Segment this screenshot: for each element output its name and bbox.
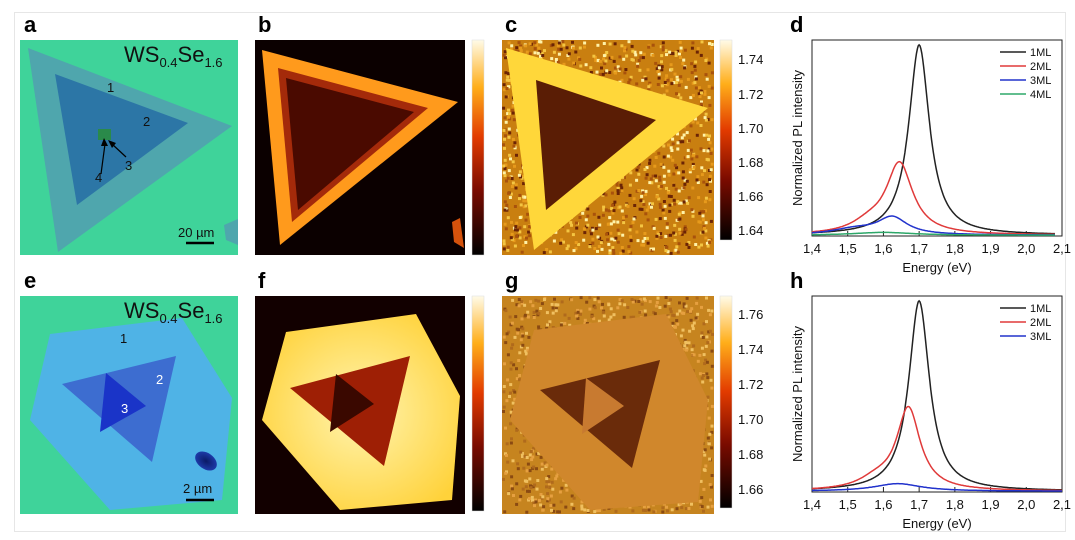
panel-a: 1 2 3 4 WS0.4Se1.6 20 µm a: [20, 12, 238, 255]
region-3-flake-e: [100, 373, 146, 432]
colorbar-f: [471, 295, 485, 512]
colorbar-tick-g-1: 1.76: [738, 307, 763, 322]
x-tick-label: 1,8: [946, 241, 964, 256]
x-tick-label: 1,4: [803, 241, 821, 256]
y-axis-label: Normalized PL intensity: [790, 325, 805, 462]
legend-label-3ML: 3ML: [1030, 75, 1051, 87]
formula-a: WS0.4Se1.6: [124, 42, 223, 70]
trilayer-f: [330, 374, 374, 432]
panel-label-e: e: [24, 268, 36, 293]
panel-f: f: [255, 268, 485, 514]
colorbar-tick-g-4: 1.70: [738, 412, 763, 427]
series-line-3ML: [812, 482, 1062, 492]
panel-label-a: a: [24, 12, 37, 37]
edge-fragment: [224, 219, 238, 245]
colorbar-b: [471, 39, 485, 256]
colorbar-tick-c-2: 1.72: [738, 87, 763, 102]
figure-frame: [14, 12, 1066, 532]
legend-label-1ML: 1ML: [1030, 47, 1051, 59]
region-label-e-1: 1: [120, 331, 127, 346]
x-tick-label: 1,6: [874, 241, 892, 256]
panel-label-d: d: [790, 12, 803, 37]
legend-label-2ML: 2ML: [1030, 317, 1051, 329]
panel-label-f: f: [258, 268, 266, 293]
x-tick-label: 1,7: [910, 241, 928, 256]
x-tick-label: 1,6: [874, 497, 892, 512]
x-tick-label: 1,4: [803, 497, 821, 512]
chart-d: 1,4 1,5 1,6 1,7 1,8 1,9 2,0 2,1 Energy (eV) Norma…: [790, 12, 1071, 275]
x-tick-label: 1,8: [946, 497, 964, 512]
colorbar-c: [719, 39, 733, 241]
x-tick-label: 1,7: [910, 497, 928, 512]
arrow-3-head: [108, 140, 116, 148]
inner-region-c: [536, 80, 656, 210]
formula-e: WS0.4Se1.6: [124, 298, 223, 326]
arrow-3: [111, 143, 127, 158]
scalebar-label-a: 20 µm: [178, 225, 214, 240]
region-2-flake: [55, 74, 188, 205]
colorbar-tick-c-4: 1.68: [738, 155, 763, 170]
edge-fragment-b: [452, 218, 464, 248]
panel-e: 1 2 3 WS0.4Se1.6 2 µm e: [20, 268, 238, 514]
panel-label-h: h: [790, 268, 803, 293]
chart-h: 1,4 1,5 1,6 1,7 1,8 1,9 2,0 2,1 Energy (eV) Norma…: [790, 268, 1071, 531]
panel-g: 1.76 1.74 1.72 1.70 1.68 1.66 g: [502, 268, 763, 514]
x-tick-label: 2,1: [1053, 497, 1071, 512]
panel-label-c: c: [505, 12, 517, 37]
x-tick-label: 2,0: [1017, 241, 1035, 256]
colorbar-g: [719, 295, 733, 509]
legend-label-3ML: 3ML: [1030, 331, 1051, 343]
x-tick-label: 1,5: [839, 497, 857, 512]
x-tick-label: 1,5: [839, 241, 857, 256]
colorbar-tick-g-5: 1.68: [738, 447, 763, 462]
colorbar-tick-c-6: 1.64: [738, 223, 763, 238]
colorbar-tick-c-1: 1.74: [738, 52, 763, 67]
arrow-4-head: [101, 138, 108, 146]
plot-frame-h: [811, 295, 1063, 493]
legend-label-2ML: 2ML: [1030, 61, 1051, 73]
plot-frame-d: [811, 39, 1063, 237]
inner-region-b: [286, 78, 414, 210]
panel-c: 1.74 1.72 1.70 1.68 1.66 1.64 c: [502, 12, 763, 255]
legend-label-1ML: 1ML: [1030, 303, 1051, 315]
x-tick-label: 2,0: [1017, 497, 1035, 512]
region-label-1: 1: [107, 80, 114, 95]
series-line-1ML: [811, 43, 1055, 235]
series-line-2ML: [812, 405, 1062, 492]
series-line-1ML: [811, 299, 1062, 491]
colorbar-tick-c-3: 1.70: [738, 121, 763, 136]
region-label-4: 4: [95, 170, 102, 185]
panel-b: b: [255, 12, 485, 256]
region-4-island: [98, 129, 111, 140]
region-label-e-2: 2: [156, 372, 163, 387]
colorbar-tick-g-2: 1.74: [738, 342, 763, 357]
series-line-2ML: [811, 160, 1055, 236]
scalebar-label-e: 2 µm: [183, 481, 212, 496]
region-label-e-3: 3: [121, 401, 128, 416]
x-tick-label: 2,1: [1053, 241, 1071, 256]
x-tick-label: 1,9: [982, 497, 1000, 512]
trilayer-g: [582, 378, 624, 434]
region-label-3: 3: [125, 158, 132, 173]
particle-e: [195, 451, 217, 471]
panel-label-g: g: [505, 268, 518, 293]
region-label-2: 2: [143, 114, 150, 129]
legend-label-4ML: 4ML: [1030, 89, 1051, 101]
colorbar-tick-g-6: 1.66: [738, 482, 763, 497]
panel-label-b: b: [258, 12, 271, 37]
x-tick-label: 1,9: [982, 241, 1000, 256]
arrow-4: [100, 143, 106, 175]
series-line-4ML: [812, 231, 1055, 236]
colorbar-tick-c-5: 1.66: [738, 189, 763, 204]
colorbar-tick-g-3: 1.72: [738, 377, 763, 392]
x-axis-label: Energy (eV): [902, 516, 971, 531]
y-axis-label: Normalized PL intensity: [790, 69, 805, 206]
x-axis-label: Energy (eV): [902, 260, 971, 275]
